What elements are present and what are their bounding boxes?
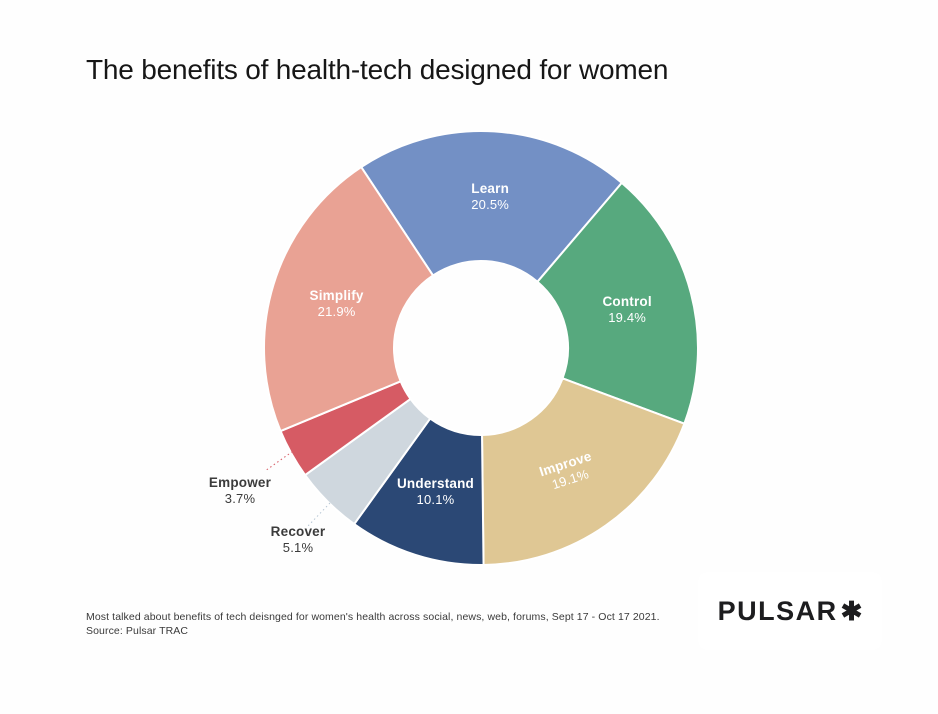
asterisk-icon: ✱: [840, 595, 863, 626]
pulsar-logo-text: PULSAR: [717, 595, 838, 626]
pie-slice-learn: [360, 130, 623, 283]
page-title: The benefits of health-tech designed for…: [86, 54, 669, 85]
chart-source: Source: Pulsar TRAC: [86, 625, 189, 637]
pie-slice-control: [536, 181, 699, 425]
leader-line-empower: [264, 448, 297, 472]
pulsar-logo: PULSAR ✱: [718, 596, 863, 627]
chart-caption: Most talked about benefits of tech deisn…: [86, 611, 660, 623]
pie-slice-simplify: [263, 166, 434, 433]
chart-footer: Most talked about benefits of tech deisn…: [86, 610, 660, 638]
pie-slice-improve: [481, 377, 686, 566]
leader-line-recover: [307, 502, 331, 527]
pulsar-logo-card: PULSAR ✱: [698, 572, 882, 650]
